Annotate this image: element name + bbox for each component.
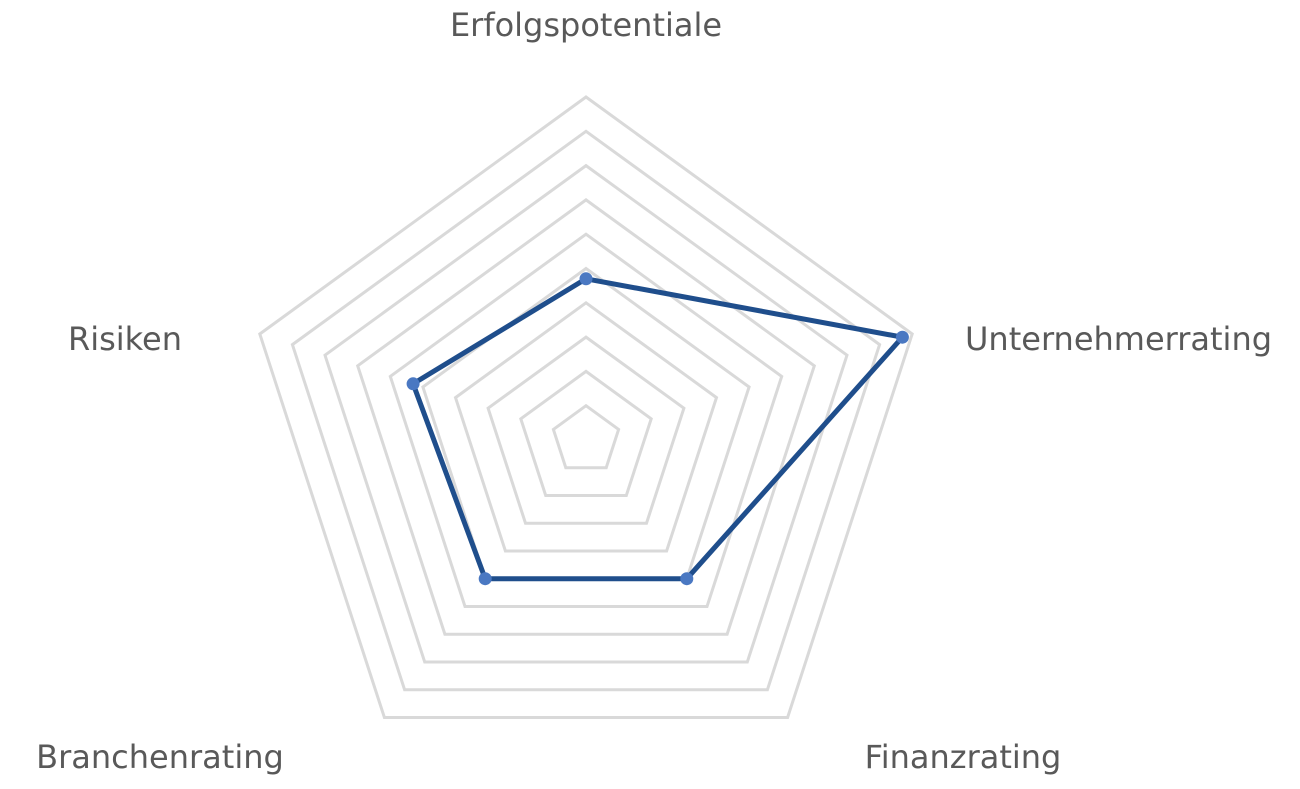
series-line-0: [410, 276, 908, 582]
grid-ring-7: [355, 198, 817, 636]
axis-label-finanzrating: Finanzrating: [865, 738, 1062, 776]
radar-markers: [406, 272, 909, 586]
grid-ring-1: [551, 403, 621, 470]
data-point-risiken: [406, 377, 420, 391]
data-point-unternehmerrating: [895, 330, 909, 344]
grid-ring-3: [486, 335, 686, 525]
radar-grid: [258, 95, 914, 719]
data-point-finanzrating: [680, 572, 694, 586]
grid-ring-2: [519, 369, 653, 497]
data-point-branchenrating: [478, 572, 492, 586]
axis-label-unternehmerrating: Unternehmerrating: [965, 320, 1272, 358]
axis-label-branchenrating: Branchenrating: [36, 738, 284, 776]
axis-label-risiken: Risiken: [68, 320, 182, 358]
axis-label-erfolgspotentiale: Erfolgspotentiale: [450, 6, 722, 44]
grid-ring-5: [421, 266, 751, 581]
grid-ring-4: [453, 300, 719, 553]
data-point-erfolgspotentiale: [579, 272, 593, 286]
grid-ring-8: [323, 163, 849, 664]
grid-ring-6: [388, 232, 784, 608]
axis-labels: Erfolgspotentiale Unternehmerrating Fina…: [36, 6, 1272, 776]
grid-ring-9: [290, 129, 882, 692]
grid-ring-10: [258, 95, 914, 719]
radar-series: [410, 276, 908, 582]
